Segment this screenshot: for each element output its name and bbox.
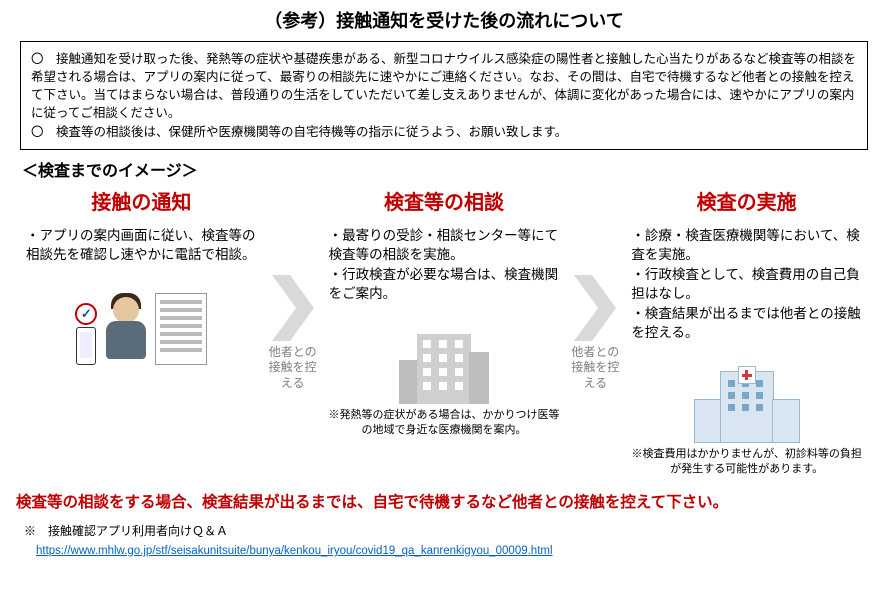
step-1: 接触の通知 ・アプリの案内画面に従い、検査等の相談先を確認し速やかに電話で相談。… <box>18 188 265 477</box>
qa-link[interactable]: https://www.mhlw.go.jp/stf/seisakunitsui… <box>36 545 553 557</box>
phone-icon <box>76 327 96 365</box>
arrow-1: 他者との接触を控える <box>265 188 321 477</box>
arrow-1-label: 他者との接触を控える <box>265 345 321 392</box>
chevron-right-icon <box>572 273 618 343</box>
step-2-body: ・最寄りの受診・相談センター等にて検査等の相談を実施。・行政検査が必要な場合は、… <box>325 226 564 308</box>
intro-paragraph-1: 〇 接触通知を受け取った後、発熱等の症状や基礎疾患がある、新型コロナウイルス感染… <box>31 50 857 123</box>
step-3-body: ・診療・検査医療機関等において、検査を実施。・行政検査として、検査費用の自己負担… <box>627 226 866 347</box>
app-badge-icon: ✓ <box>75 303 97 325</box>
step-1-title: 接触の通知 <box>22 188 261 218</box>
step-2-illustration <box>325 314 564 404</box>
section-heading: ＜検査までのイメージ＞ <box>22 160 888 184</box>
warning-text: 検査等の相談をする場合、検査結果が出るまでは、自宅で待機するなど他者との接触を控… <box>16 491 872 514</box>
person-icon <box>103 293 149 365</box>
page-title: （参考）接触通知を受けた後の流れについて <box>0 0 888 41</box>
step-3-illustration <box>627 353 866 443</box>
step-3-title: 検査の実施 <box>627 188 866 218</box>
qa-label: ※ 接触確認アプリ利用者向けＱ＆Ａ <box>24 522 888 540</box>
step-3: 検査の実施 ・診療・検査医療機関等において、検査を実施。・行政検査として、検査費… <box>623 188 870 477</box>
step-2: 検査等の相談 ・最寄りの受診・相談センター等にて検査等の相談を実施。・行政検査が… <box>321 188 568 477</box>
step-1-illustration: ✓ <box>22 275 261 365</box>
intro-box: 〇 接触通知を受け取った後、発熱等の症状や基礎疾患がある、新型コロナウイルス感染… <box>20 41 868 150</box>
arrow-2: 他者との接触を控える <box>567 188 623 477</box>
step-2-note: ※発熱等の症状がある場合は、かかりつけ医等の地域で身近な医療機関を案内。 <box>325 408 564 438</box>
flow-row: 接触の通知 ・アプリの案内画面に従い、検査等の相談先を確認し速やかに電話で相談。… <box>0 188 888 477</box>
step-1-body: ・アプリの案内画面に従い、検査等の相談先を確認し速やかに電話で相談。 <box>22 226 261 269</box>
building-icon <box>399 326 489 404</box>
arrow-2-label: 他者との接触を控える <box>567 345 623 392</box>
list-sheet-icon <box>155 293 207 365</box>
step-3-note: ※検査費用はかかりませんが、初診料等の負担が発生する可能性があります。 <box>627 447 866 477</box>
chevron-right-icon <box>270 273 316 343</box>
hospital-icon <box>692 361 802 443</box>
step-2-title: 検査等の相談 <box>325 188 564 218</box>
intro-paragraph-2: 〇 検査等の相談後は、保健所や医療機関等の自宅待機等の指示に従うよう、お願い致し… <box>31 123 857 141</box>
